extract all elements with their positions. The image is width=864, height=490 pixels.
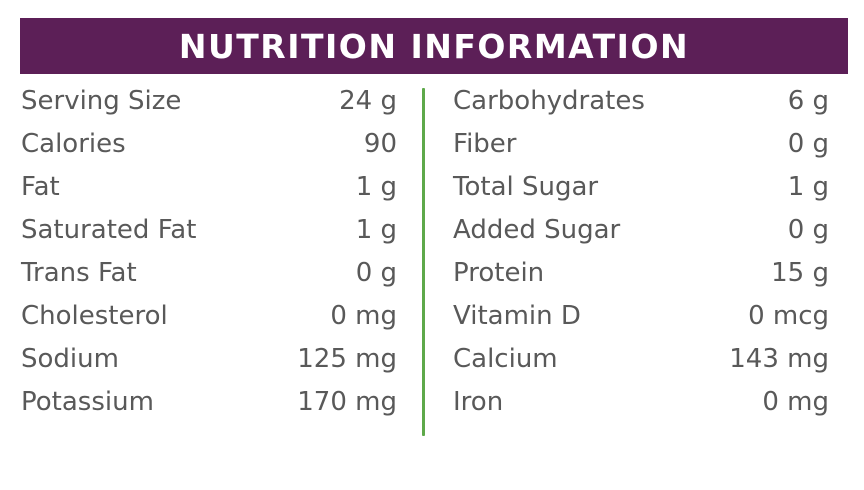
nutrient-label: Calories <box>21 129 126 159</box>
nutrient-value: 6 g <box>787 86 829 116</box>
nutrient-row-calories: Calories 90 <box>21 123 397 166</box>
nutrient-label: Fat <box>21 172 60 202</box>
nutrient-value: 0 mg <box>762 387 829 417</box>
nutrient-row-protein: Protein 15 g <box>453 252 829 295</box>
nutrient-label: Vitamin D <box>453 301 581 331</box>
nutrient-row-fat: Fat 1 g <box>21 166 397 209</box>
nutrient-row-iron: Iron 0 mg <box>453 381 829 424</box>
nutrient-row-added-sugar: Added Sugar 0 g <box>453 209 829 252</box>
nutrient-row-trans-fat: Trans Fat 0 g <box>21 252 397 295</box>
nutrient-label: Saturated Fat <box>21 215 197 245</box>
right-nutrient-column: Carbohydrates 6 g Fiber 0 g Total Sugar … <box>453 80 829 424</box>
nutrient-value: 0 g <box>787 129 829 159</box>
page-title: NUTRITION INFORMATION <box>178 26 690 66</box>
nutrient-label: Sodium <box>21 344 119 374</box>
nutrient-value: 143 mg <box>729 344 829 374</box>
nutrient-value: 0 g <box>787 215 829 245</box>
nutrient-row-sodium: Sodium 125 mg <box>21 338 397 381</box>
nutrient-label: Trans Fat <box>21 258 137 288</box>
nutrient-row-carbohydrates: Carbohydrates 6 g <box>453 80 829 123</box>
nutrient-label: Added Sugar <box>453 215 621 245</box>
nutrient-value: 1 g <box>355 215 397 245</box>
nutrient-value: 90 <box>363 129 397 159</box>
nutrient-row-calcium: Calcium 143 mg <box>453 338 829 381</box>
nutrient-label: Cholesterol <box>21 301 168 331</box>
column-divider <box>422 88 425 436</box>
nutrient-label: Serving Size <box>21 86 182 116</box>
nutrient-label: Protein <box>453 258 545 288</box>
nutrient-row-saturated-fat: Saturated Fat 1 g <box>21 209 397 252</box>
nutrient-value: 125 mg <box>297 344 397 374</box>
nutrient-value: 170 mg <box>297 387 397 417</box>
nutrient-value: 1 g <box>787 172 829 202</box>
nutrient-row-cholesterol: Cholesterol 0 mg <box>21 295 397 338</box>
nutrient-value: 1 g <box>355 172 397 202</box>
nutrition-header: NUTRITION INFORMATION <box>20 18 848 74</box>
nutrient-row-serving-size: Serving Size 24 g <box>21 80 397 123</box>
nutrient-row-fiber: Fiber 0 g <box>453 123 829 166</box>
nutrient-label: Iron <box>453 387 504 417</box>
nutrient-value: 0 g <box>355 258 397 288</box>
nutrient-value: 0 mcg <box>748 301 829 331</box>
nutrient-row-vitamin-d: Vitamin D 0 mcg <box>453 295 829 338</box>
nutrient-value: 0 mg <box>330 301 397 331</box>
nutrient-label: Calcium <box>453 344 558 374</box>
nutrient-row-total-sugar: Total Sugar 1 g <box>453 166 829 209</box>
nutrient-value: 24 g <box>339 86 397 116</box>
left-nutrient-column: Serving Size 24 g Calories 90 Fat 1 g Sa… <box>21 80 397 424</box>
nutrient-row-potassium: Potassium 170 mg <box>21 381 397 424</box>
nutrient-label: Potassium <box>21 387 154 417</box>
nutrient-label: Total Sugar <box>453 172 599 202</box>
nutrient-label: Fiber <box>453 129 517 159</box>
nutrient-label: Carbohydrates <box>453 86 645 116</box>
nutrient-value: 15 g <box>771 258 829 288</box>
